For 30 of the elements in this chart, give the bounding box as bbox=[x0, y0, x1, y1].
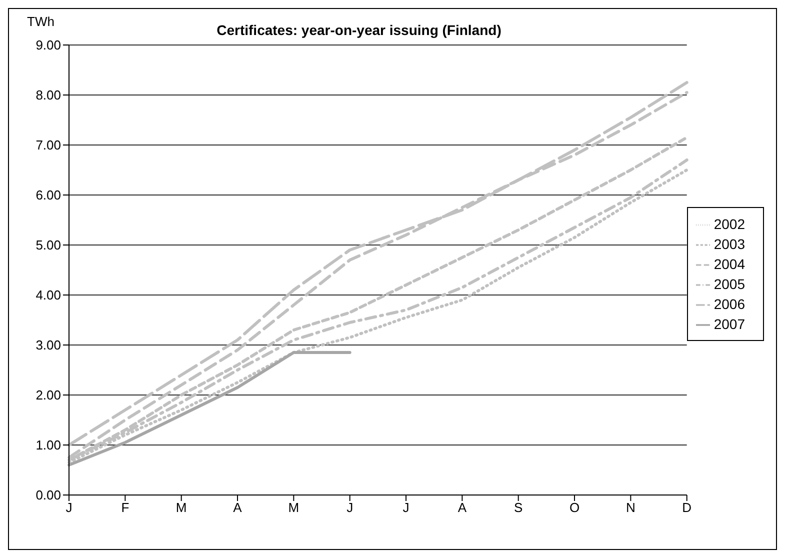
x-tick-label: M bbox=[288, 500, 300, 516]
x-tick-label: F bbox=[121, 500, 130, 516]
legend-label: 2007 bbox=[714, 316, 745, 332]
legend-label: 2003 bbox=[714, 236, 745, 252]
y-tick-label: 5.00 bbox=[36, 238, 61, 253]
x-tick-label: J bbox=[346, 500, 354, 516]
x-tick-label: D bbox=[682, 500, 692, 516]
chart-title: Certificates: year-on-year issuing (Finland) bbox=[216, 22, 502, 38]
y-tick-label: 7.00 bbox=[36, 138, 61, 153]
legend-label: 2004 bbox=[714, 256, 745, 272]
y-tick-label: 8.00 bbox=[36, 88, 61, 103]
x-tick-label: A bbox=[458, 500, 467, 516]
y-tick-label: 9.00 bbox=[36, 38, 61, 53]
y-tick-label: 3.00 bbox=[36, 338, 61, 353]
y-tick-label: 0.00 bbox=[36, 488, 61, 503]
y-axis-title: TWh bbox=[27, 14, 54, 29]
x-tick-label: N bbox=[626, 500, 636, 516]
x-tick-label: J bbox=[66, 500, 72, 516]
x-tick-label: O bbox=[569, 500, 580, 516]
x-tick-label: M bbox=[176, 500, 187, 516]
y-tick-label: 6.00 bbox=[36, 188, 61, 203]
legend-label: 2005 bbox=[714, 276, 745, 292]
legend-label: 2002 bbox=[714, 216, 745, 232]
y-tick-label: 4.00 bbox=[36, 288, 61, 303]
x-tick-label: J bbox=[402, 500, 410, 516]
y-tick-label: 1.00 bbox=[36, 438, 61, 453]
y-tick-label: 2.00 bbox=[36, 388, 61, 403]
x-tick-label: A bbox=[233, 500, 242, 516]
x-tick-label: S bbox=[514, 500, 524, 516]
legend-label: 2006 bbox=[714, 296, 745, 312]
